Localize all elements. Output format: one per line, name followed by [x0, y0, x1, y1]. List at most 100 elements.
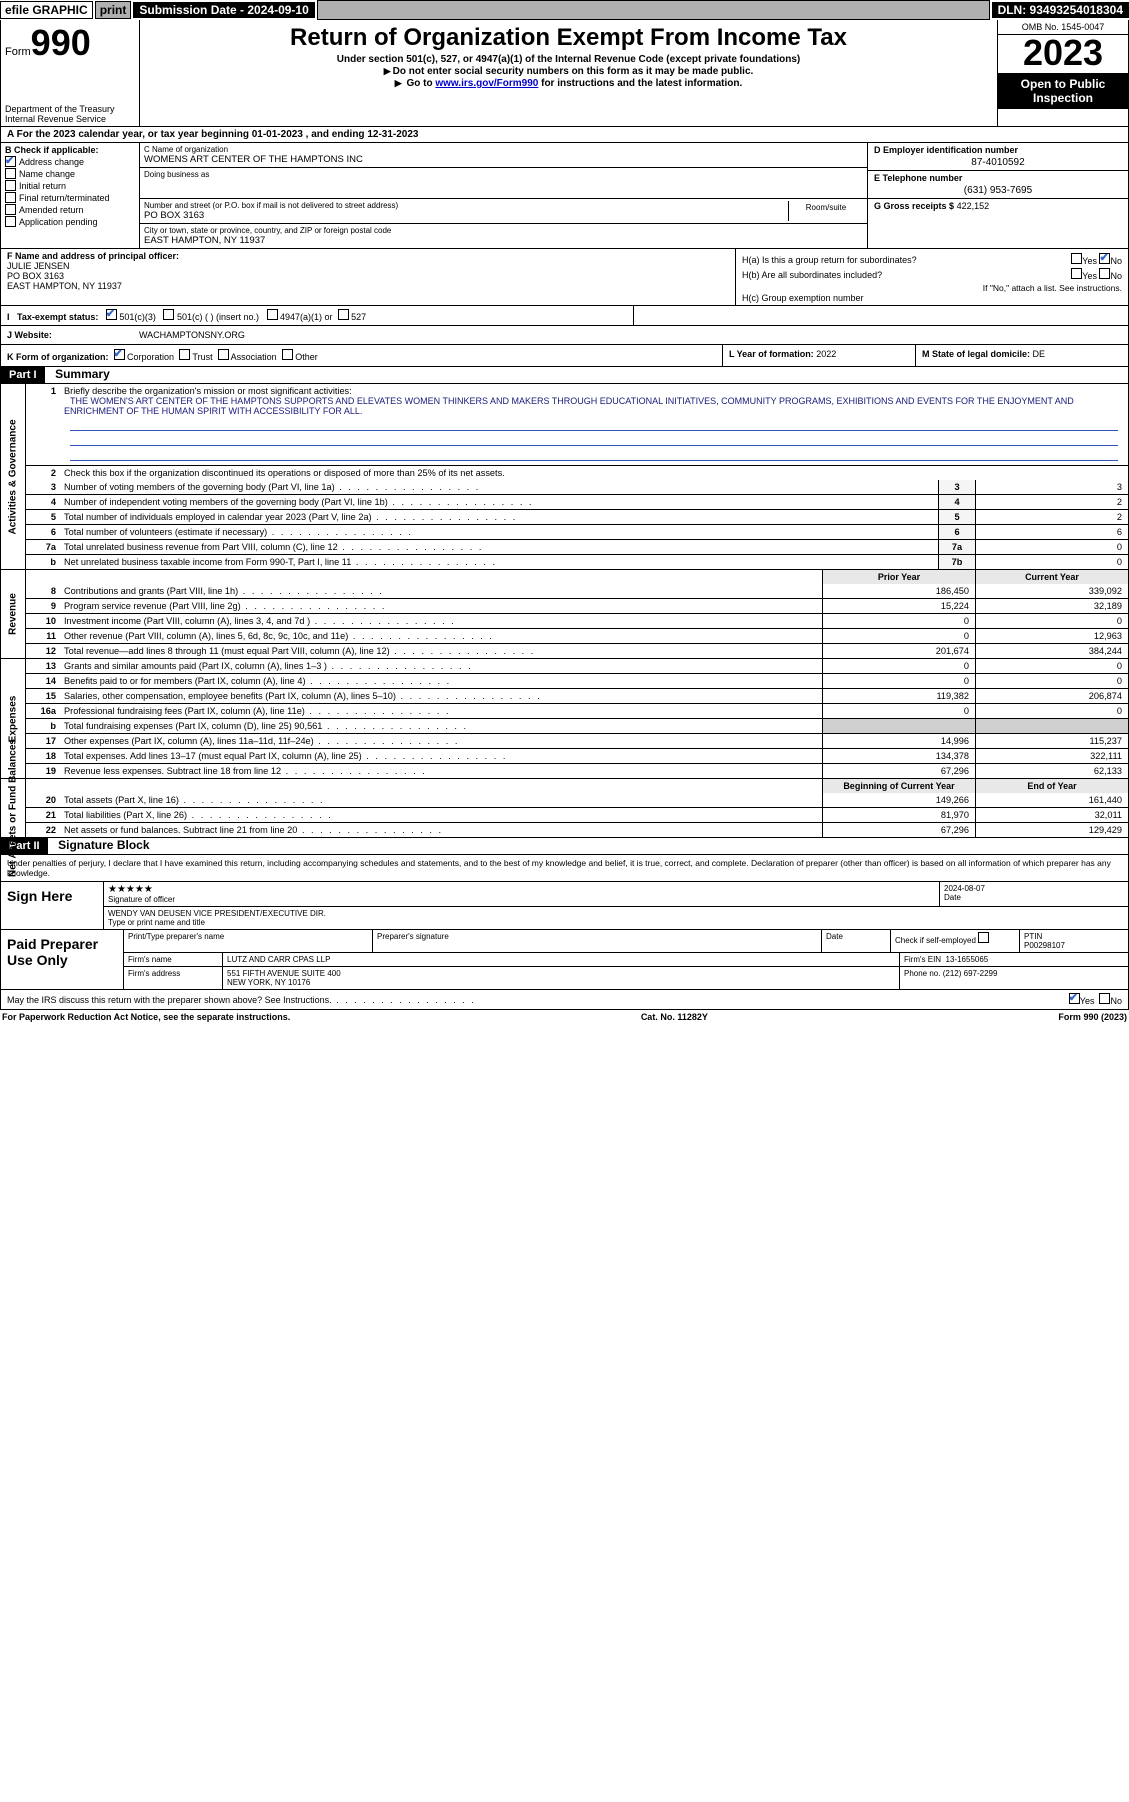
officer-addr1: PO BOX 3163	[7, 271, 729, 281]
table-row: 3Number of voting members of the governi…	[26, 480, 1128, 494]
col-de: D Employer identification number 87-4010…	[867, 143, 1128, 248]
form-number: 990	[31, 22, 91, 63]
checkbox[interactable]	[5, 204, 16, 215]
footer-left: For Paperwork Reduction Act Notice, see …	[2, 1012, 290, 1022]
other-checkbox[interactable]	[282, 349, 293, 360]
h-b-yes-checkbox[interactable]	[1071, 268, 1082, 279]
row-klm: K Form of organization: Corporation Trus…	[0, 345, 1129, 367]
subtitle-2: Do not enter social security numbers on …	[144, 66, 993, 77]
city-label: City or town, state or province, country…	[144, 226, 863, 235]
table-row: 4Number of independent voting members of…	[26, 494, 1128, 509]
part-2-header: Part II Signature Block	[0, 838, 1129, 855]
print-button[interactable]: print	[95, 1, 132, 19]
h-b-note: If "No," attach a list. See instructions…	[742, 283, 1122, 293]
officer-addr2: EAST HAMPTON, NY 11937	[7, 281, 729, 291]
corp-checkbox[interactable]	[114, 349, 125, 360]
col-begin-year: Beginning of Current Year	[822, 779, 975, 793]
room-label: Room/suite	[791, 203, 861, 212]
header-mid: Return of Organization Exempt From Incom…	[140, 20, 997, 126]
org-name: WOMENS ART CENTER OF THE HAMPTONS INC	[144, 154, 863, 165]
table-row: 17Other expenses (Part IX, column (A), l…	[26, 733, 1128, 748]
firm-ein: 13-1655065	[946, 955, 989, 964]
table-row: 5Total number of individuals employed in…	[26, 509, 1128, 524]
trust-checkbox[interactable]	[179, 349, 190, 360]
col-end-year: End of Year	[975, 779, 1128, 793]
checkbox[interactable]	[5, 216, 16, 227]
firm-phone: (212) 697-2299	[943, 969, 998, 978]
h-b-no-checkbox[interactable]	[1099, 268, 1110, 279]
subtitle-3: Go to www.irs.gov/Form990 for instructio…	[144, 78, 993, 89]
row-a-tax-year: A For the 2023 calendar year, or tax yea…	[0, 127, 1129, 143]
self-employed-checkbox[interactable]	[978, 932, 989, 943]
state-domicile: DE	[1033, 349, 1046, 359]
table-row: 12Total revenue—add lines 8 through 11 (…	[26, 643, 1128, 658]
assoc-checkbox[interactable]	[218, 349, 229, 360]
submission-date: Submission Date - 2024-09-10	[133, 2, 314, 18]
col-prior-year: Prior Year	[822, 570, 975, 584]
527-checkbox[interactable]	[338, 309, 349, 320]
officer-label: F Name and address of principal officer:	[7, 251, 729, 261]
block-bcde: B Check if applicable: Address changeNam…	[0, 143, 1129, 249]
sign-here-row: Sign Here ★★★★★ Signature of officer 202…	[1, 881, 1128, 929]
paid-preparer-label: Paid Preparer Use Only	[1, 930, 124, 989]
street-value: PO BOX 3163	[144, 210, 788, 221]
table-row: 9Program service revenue (Part VIII, lin…	[26, 598, 1128, 613]
header-right: OMB No. 1545-0047 2023 Open to Public In…	[997, 20, 1128, 126]
efile-label: efile GRAPHIC	[0, 1, 93, 19]
part-1-badge: Part I	[1, 367, 45, 383]
discuss-no-checkbox[interactable]	[1099, 993, 1110, 1004]
signature-block: Under penalties of perjury, I declare th…	[0, 855, 1129, 1010]
header-left: Form990 Department of the Treasury Inter…	[1, 20, 140, 126]
phone-label: E Telephone number	[874, 173, 1122, 183]
year-formation: 2022	[816, 349, 836, 359]
checkbox[interactable]	[5, 168, 16, 179]
table-row: 10Investment income (Part VIII, column (…	[26, 613, 1128, 628]
side-label-revenue: Revenue	[8, 593, 19, 635]
sig-date: 2024-08-07	[944, 884, 1124, 893]
gross-receipts-label: G Gross receipts $	[874, 201, 954, 211]
side-label-net: Net Assets or Fund Balances	[8, 739, 19, 877]
h-c-label: H(c) Group exemption number	[742, 293, 1122, 303]
col-c-org-info: C Name of organization WOMENS ART CENTER…	[140, 143, 867, 248]
table-row: 18Total expenses. Add lines 13–17 (must …	[26, 748, 1128, 763]
table-row: 6Total number of volunteers (estimate if…	[26, 524, 1128, 539]
checkbox[interactable]	[5, 192, 16, 203]
dept-treasury: Department of the Treasury Internal Reve…	[5, 104, 135, 124]
h-a-no-checkbox[interactable]	[1099, 253, 1110, 264]
discuss-label: May the IRS discuss this return with the…	[7, 995, 476, 1005]
form-prefix: Form	[5, 46, 31, 58]
discuss-yes-checkbox[interactable]	[1069, 993, 1080, 1004]
officer-printed-name: WENDY VAN DEUSEN VICE PRESIDENT/EXECUTIV…	[108, 909, 1124, 918]
501c3-checkbox[interactable]	[106, 309, 117, 320]
form-header: Form990 Department of the Treasury Inter…	[0, 20, 1129, 127]
table-row: 11Other revenue (Part VIII, column (A), …	[26, 628, 1128, 643]
tax-year: 2023	[998, 35, 1128, 71]
501c-checkbox[interactable]	[163, 309, 174, 320]
part-1-header: Part I Summary	[0, 367, 1129, 384]
mission-text: THE WOMEN'S ART CENTER OF THE HAMPTONS S…	[64, 396, 1074, 416]
table-row: 7aTotal unrelated business revenue from …	[26, 539, 1128, 554]
checkbox[interactable]	[5, 180, 16, 191]
row-i: I Tax-exempt status: 501(c)(3) 501(c) ( …	[0, 306, 1129, 326]
checkbox[interactable]	[5, 156, 16, 167]
footer-right: Form 990 (2023)	[1058, 1012, 1127, 1022]
h-a-yes-checkbox[interactable]	[1071, 253, 1082, 264]
street-label: Number and street (or P.O. box if mail i…	[144, 201, 788, 210]
4947-checkbox[interactable]	[267, 309, 278, 320]
website-label: J Website:	[1, 326, 133, 344]
table-row: 15Salaries, other compensation, employee…	[26, 688, 1128, 703]
sign-here-label: Sign Here	[1, 882, 104, 929]
form-990-page-1: efile GRAPHIC print Submission Date - 20…	[0, 0, 1129, 1024]
table-row: 14Benefits paid to or for members (Part …	[26, 673, 1128, 688]
gross-receipts-value: 422,152	[957, 201, 990, 211]
irs-link[interactable]: www.irs.gov/Form990	[435, 78, 538, 89]
side-label-governance: Activities & Governance	[8, 419, 19, 534]
row-fh: F Name and address of principal officer:…	[0, 249, 1129, 306]
subtitle-1: Under section 501(c), 527, or 4947(a)(1)…	[144, 54, 993, 65]
ptin-value: P00298107	[1024, 941, 1124, 950]
table-row: bNet unrelated business taxable income f…	[26, 554, 1128, 569]
org-name-label: C Name of organization	[144, 145, 863, 154]
section-revenue: Revenue Prior Year Current Year 8Contrib…	[0, 570, 1129, 659]
officer-name: JULIE JENSEN	[7, 261, 729, 271]
side-label-expenses: Expenses	[8, 695, 19, 742]
